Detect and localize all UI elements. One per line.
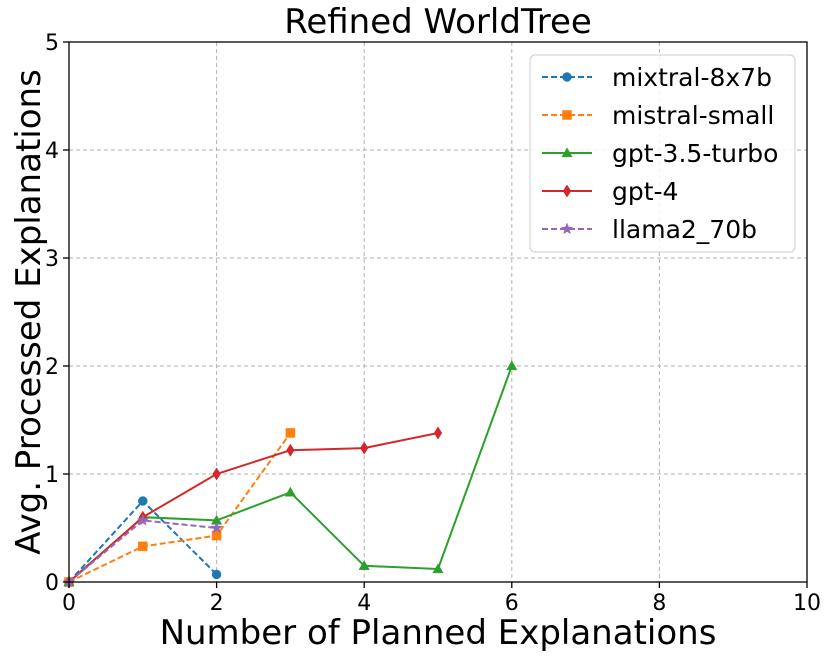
- plot-frame: [68, 41, 808, 583]
- data-point: [285, 428, 296, 438]
- series-line: [68, 432, 439, 583]
- y-tick-label: 2: [45, 355, 59, 380]
- x-tick-label: 10: [793, 591, 821, 616]
- legend-entry-gpt-4: gpt-4: [542, 177, 678, 206]
- y-tick-label: 1: [45, 463, 59, 488]
- x-tick-label: 8: [652, 591, 666, 616]
- series-gpt-3-5-turbo: [63, 360, 518, 587]
- plot-series: [62, 360, 518, 589]
- axis-ticks: 0 2 4 6 8 10 0 1 2 3 4 5: [45, 31, 821, 616]
- legend-label: mistral-small: [612, 101, 774, 130]
- x-tick-label: 0: [62, 591, 76, 616]
- x-tick-label: 2: [210, 591, 224, 616]
- legend-label: llama2_70b: [612, 215, 757, 244]
- x-tick-label: 4: [357, 591, 371, 616]
- y-tick-label: 0: [45, 571, 59, 596]
- data-point: [358, 560, 370, 570]
- legend-marker: [560, 222, 574, 235]
- x-tick-label: 6: [505, 591, 519, 616]
- data-point: [136, 513, 150, 526]
- series-line: [68, 519, 217, 583]
- data-point: [433, 426, 443, 440]
- legend-label: gpt-3.5-turbo: [612, 139, 778, 168]
- legend-marker: [562, 110, 572, 120]
- legend-box: [529, 54, 796, 253]
- y-tick-label: 5: [45, 31, 59, 56]
- y-axis-label: Avg. Processed Explanations: [9, 69, 49, 555]
- data-point: [286, 443, 295, 457]
- legend-label: gpt-4: [612, 177, 678, 206]
- series-gpt-4: [64, 426, 443, 589]
- legend-label: mixtral-8x7b: [612, 63, 772, 92]
- legend-entry-mistral-small: mistral-small: [542, 101, 774, 130]
- legend-entry-gpt-3-5-turbo: gpt-3.5-turbo: [542, 139, 778, 168]
- series-line: [68, 432, 292, 583]
- data-point: [211, 569, 222, 580]
- legend: mixtral-8x7b mistral-small gpt-3.5-turbo gp…: [529, 54, 796, 253]
- data-point: [360, 441, 369, 455]
- data-point: [432, 563, 444, 574]
- data-point: [212, 467, 221, 481]
- data-point: [138, 496, 148, 506]
- data-point: [210, 521, 223, 534]
- chart-title: Refined WorldTree: [284, 2, 592, 42]
- legend-entry-mixtral-8x7b: mixtral-8x7b: [542, 63, 772, 92]
- series-mixtral-8x7b: [64, 496, 222, 587]
- data-point: [506, 360, 518, 371]
- legend-entry-llama2-70b: llama2_70b: [542, 215, 757, 244]
- x-axis-label: Number of Planned Explanations: [160, 613, 717, 653]
- y-tick-label: 3: [45, 247, 59, 272]
- data-point: [284, 486, 297, 497]
- legend-marker: [562, 184, 572, 198]
- y-tick-label: 4: [45, 139, 59, 164]
- data-point: [211, 530, 222, 541]
- series-mistral-small: [64, 428, 296, 587]
- legend-marker: [562, 72, 572, 82]
- legend-marker: [561, 147, 573, 158]
- data-point: [138, 541, 148, 552]
